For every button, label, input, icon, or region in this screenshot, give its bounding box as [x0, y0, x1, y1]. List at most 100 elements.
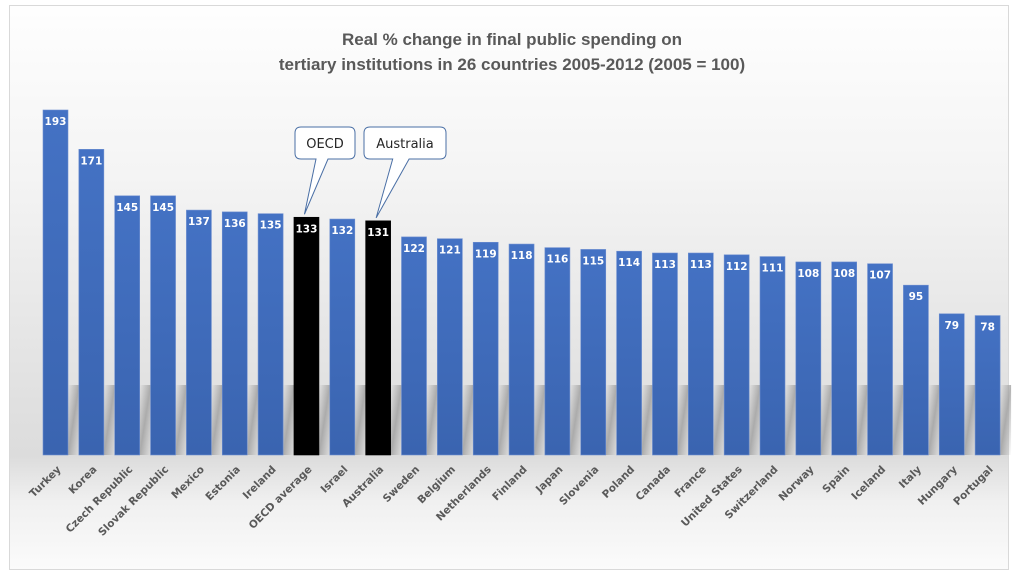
data-label-australia: 131: [367, 227, 389, 239]
x-tick-label-italy: Italy: [897, 464, 924, 491]
bar-shadow-australia: [390, 385, 402, 455]
bar-shadow-norway: [820, 385, 832, 455]
x-tick-label-united-states: United States: [679, 464, 745, 530]
bar-reflections: [68, 385, 1012, 455]
bar-canada: [652, 252, 678, 456]
bar-shadow-slovak-republic: [175, 385, 187, 455]
data-label-united-states: 112: [726, 261, 748, 273]
data-label-mexico: 137: [188, 216, 210, 228]
bar-shadow-spain: [856, 385, 868, 455]
bar-hungary: [938, 313, 965, 456]
bar-shadow-japan: [569, 385, 581, 455]
bar-australia: [365, 220, 391, 456]
bar-ireland: [257, 213, 284, 456]
data-label-hungary: 79: [944, 320, 959, 332]
bar-italy: [903, 284, 929, 456]
chart-title-line-2: tertiary institutions in 26 countries 20…: [278, 55, 746, 74]
bar-slovenia: [580, 249, 607, 456]
bar-japan: [544, 247, 571, 456]
bar-shadow-slovenia: [605, 385, 617, 455]
x-tick-label-mexico: Mexico: [169, 464, 207, 502]
data-label-korea: 171: [80, 155, 102, 167]
data-label-norway: 108: [797, 268, 819, 280]
bar-shadow-poland: [641, 385, 653, 455]
x-tick-label-slovenia: Slovenia: [557, 464, 601, 508]
bar-shadow-turkey: [68, 385, 79, 455]
bar-belgium: [437, 238, 463, 456]
x-tick-label-oecd-average: OECD average: [247, 464, 315, 532]
bar-shadow-mexico: [211, 385, 223, 455]
x-tick-label-estonia: Estonia: [203, 464, 242, 503]
x-tick-label-iceland: Iceland: [849, 464, 888, 503]
bar-turkey: [42, 109, 69, 456]
bar-shadow-sweden: [426, 385, 438, 455]
bar-france: [687, 252, 714, 456]
bar-korea: [78, 149, 105, 456]
bar-sweden: [401, 236, 427, 456]
callout-text-australia: Australia: [376, 137, 434, 152]
bar-shadow-iceland: [892, 385, 904, 455]
data-label-estonia: 136: [224, 218, 246, 230]
bar-finland: [508, 243, 535, 456]
bar-czech-republic: [114, 195, 140, 456]
bar-shadow-italy: [928, 385, 940, 455]
bar-estonia: [221, 211, 248, 456]
bar-shadow-united-states: [749, 385, 761, 455]
x-tick-label-norway: Norway: [777, 464, 817, 504]
bar-portugal: [974, 315, 1001, 456]
bar-shadow-france: [713, 385, 725, 455]
data-label-finland: 118: [511, 250, 533, 262]
bar-shadow-canada: [677, 385, 689, 455]
data-label-czech-republic: 145: [116, 202, 138, 214]
data-label-switzerland: 111: [762, 263, 784, 275]
x-tick-label-canada: Canada: [633, 464, 673, 504]
bar-shadow-finland: [534, 385, 546, 455]
bar-mexico: [186, 209, 212, 456]
bar-norway: [795, 261, 822, 456]
bar-slovak-republic: [150, 195, 176, 456]
data-label-poland: 114: [618, 257, 640, 269]
x-tick-label-finland: Finland: [490, 464, 530, 504]
data-label-france: 113: [690, 259, 712, 271]
data-label-portugal: 78: [980, 322, 995, 334]
data-labels-group: 193 171 145 145 137 136 135 133 132 131 122 121 119 1…: [45, 116, 995, 334]
bar-shadow-estonia: [247, 385, 259, 455]
bar-shadow-netherlands: [498, 385, 510, 455]
bar-shadow-oecd-average: [318, 385, 330, 455]
x-tick-label-spain: Spain: [820, 464, 852, 496]
x-tick-label-slovak-republic: Slovak Republic: [96, 464, 171, 539]
bar-shadow-korea: [103, 385, 115, 455]
data-label-belgium: 121: [439, 245, 461, 257]
data-label-israel: 132: [331, 225, 353, 237]
bar-shadow-belgium: [462, 385, 474, 455]
chart-title-line-1: Real % change in final public spending o…: [341, 30, 683, 49]
bar-shadow-portugal: [1000, 385, 1012, 455]
callout-text-oecd: OECD: [306, 137, 344, 152]
data-label-turkey: 193: [45, 116, 67, 128]
x-tick-label-poland: Poland: [600, 464, 637, 501]
bar-oecd-average: [293, 216, 320, 456]
bar-united-states: [723, 254, 750, 456]
data-label-italy: 95: [909, 291, 924, 303]
bar-shadow-hungary: [964, 385, 976, 455]
x-tick-label-korea: Korea: [67, 464, 100, 497]
data-label-oecd-average: 133: [295, 223, 317, 235]
bar-spain: [831, 261, 858, 456]
data-label-slovenia: 115: [582, 255, 604, 267]
bars-group: [42, 109, 1001, 456]
bar-shadow-ireland: [283, 385, 295, 455]
data-label-iceland: 107: [869, 270, 891, 282]
bar-switzerland: [759, 256, 786, 456]
bar-netherlands: [472, 241, 499, 456]
bar-israel: [329, 218, 356, 456]
x-tick-label-turkey: Turkey: [27, 464, 63, 500]
x-tick-label-france: France: [672, 464, 708, 500]
bar-iceland: [867, 263, 893, 456]
callout-oecd: [294, 126, 356, 215]
callout-australia: [363, 126, 447, 219]
data-label-spain: 108: [833, 268, 855, 280]
x-tick-label-japan: Japan: [533, 464, 566, 497]
x-tick-label-israel: Israel: [319, 464, 351, 496]
